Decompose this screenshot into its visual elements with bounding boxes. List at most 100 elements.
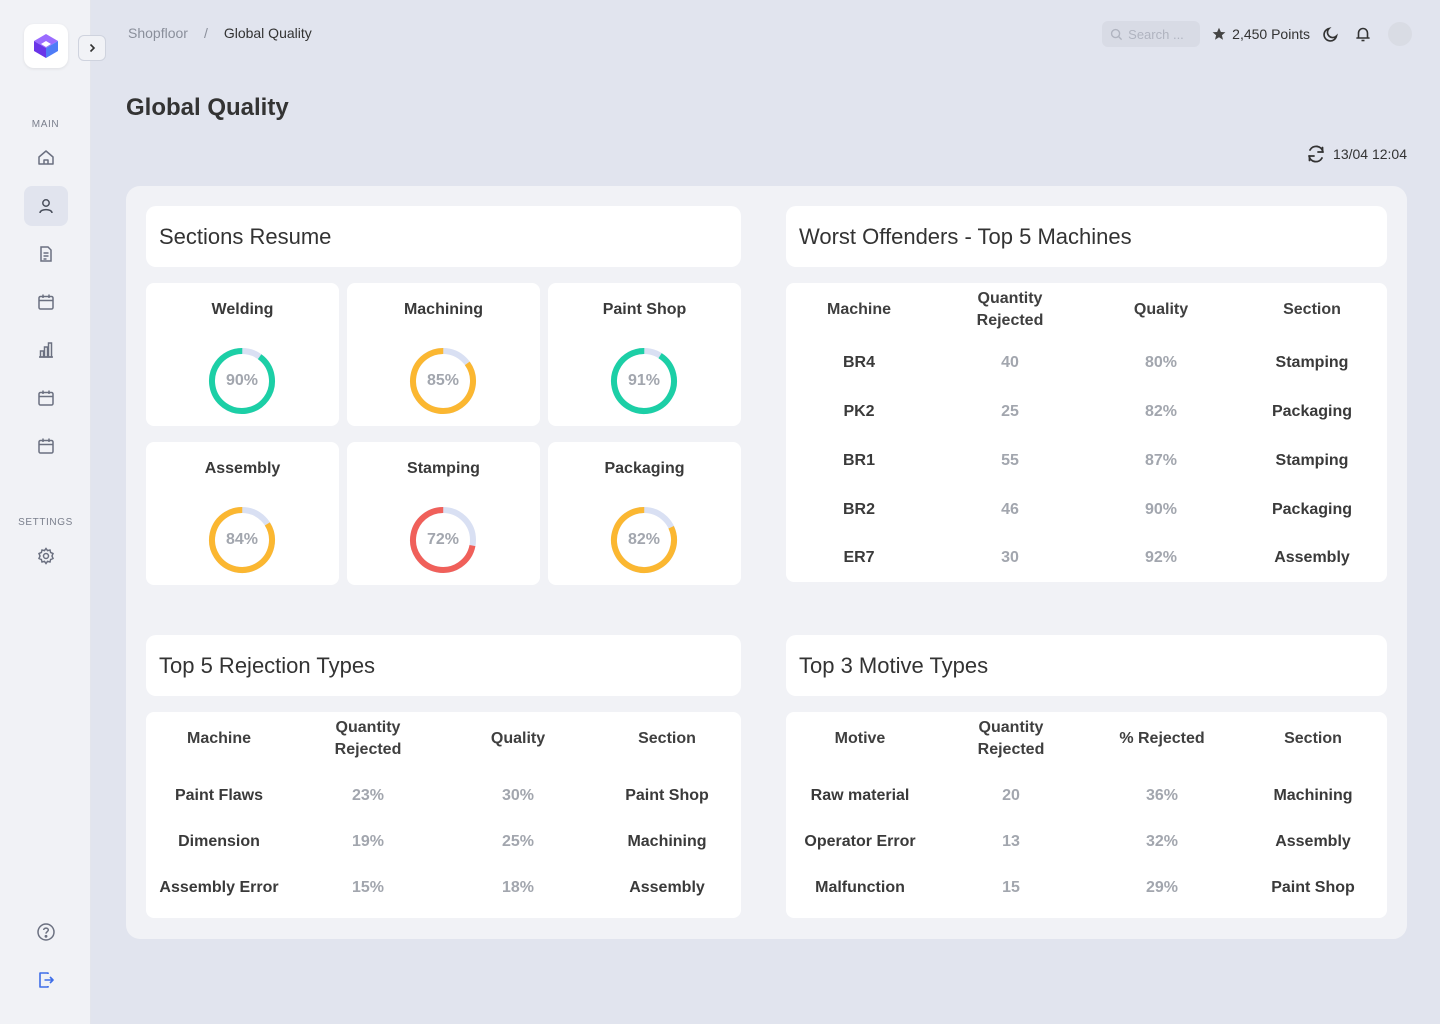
table-cell: 23% <box>351 787 385 804</box>
user-icon <box>39 199 53 214</box>
settings-section-label: SETTINGS <box>18 517 73 528</box>
dark-mode-toggle[interactable] <box>1320 23 1342 45</box>
table-cell: BR2 <box>842 501 875 518</box>
nav-calendar-1[interactable] <box>24 282 68 322</box>
breadcrumb: Shopfloor / Global Quality <box>128 25 312 41</box>
app-logo[interactable] <box>24 24 68 68</box>
table-cell: 29% <box>1145 879 1179 896</box>
column-header[interactable]: Machine <box>826 301 891 318</box>
table-cell: Paint Shop <box>1271 879 1355 896</box>
gauge-arc <box>410 348 476 414</box>
table-cell: 36% <box>1145 787 1179 804</box>
section-card[interactable]: Assembly 84% <box>146 442 339 585</box>
notifications-button[interactable] <box>1352 23 1374 45</box>
home-icon <box>38 150 54 165</box>
section-card[interactable]: Packaging 82% <box>548 442 741 585</box>
table-cell: Assembly <box>1275 833 1351 850</box>
last-update-time: 13/04 12:04 <box>1333 146 1407 162</box>
section-gauge: 82% <box>608 504 680 576</box>
column-header[interactable]: Quantity Rejected <box>976 290 1044 329</box>
section-quality-value: 85% <box>426 372 460 389</box>
column-header[interactable]: Quantity Rejected <box>977 719 1045 758</box>
table-cell: 18% <box>501 879 535 896</box>
column-header[interactable]: Quantity Rejected <box>334 719 402 758</box>
nav-documents[interactable] <box>24 234 68 274</box>
chevron-right-icon <box>89 43 96 53</box>
logo-icon <box>34 34 58 58</box>
rejection-types-header: Top 5 Rejection Types <box>146 635 741 696</box>
section-card[interactable]: Machining 85% <box>347 283 540 426</box>
motive-types-header: Top 3 Motive Types <box>786 635 1387 696</box>
column-header[interactable]: Section <box>1283 301 1341 318</box>
sections-resume-title: Sections Resume <box>159 223 332 249</box>
table-cell: Malfunction <box>815 879 905 896</box>
column-header[interactable]: Motive <box>834 730 886 747</box>
column-header[interactable]: % Rejected <box>1119 730 1205 747</box>
table-cell: 32% <box>1145 833 1179 850</box>
gauge-arc <box>611 348 677 414</box>
gauge-arc <box>410 507 476 573</box>
table-cell: 92% <box>1144 549 1178 566</box>
table-cell: Stamping <box>1275 354 1349 371</box>
section-name: Welding <box>211 301 274 318</box>
calendar-icon <box>38 294 54 310</box>
table-cell: 20 <box>1002 787 1020 804</box>
section-card[interactable]: Welding 90% <box>146 283 339 426</box>
table-cell: 90% <box>1144 501 1178 518</box>
table-cell: 80% <box>1144 354 1178 371</box>
logout-icon <box>39 972 54 988</box>
calendar-icon <box>38 390 54 406</box>
column-header[interactable]: Quality <box>1133 301 1189 318</box>
section-gauge: 90% <box>206 345 278 417</box>
breadcrumb-root[interactable]: Shopfloor <box>128 25 188 41</box>
table-cell: Raw material <box>810 787 910 804</box>
nav-calendar-2[interactable] <box>24 378 68 418</box>
section-quality-value: 72% <box>426 531 460 548</box>
bar-chart-icon <box>39 342 53 358</box>
section-name: Assembly <box>204 460 281 477</box>
gauge-arc <box>611 507 677 573</box>
table-cell: ER7 <box>843 549 875 566</box>
sidebar: MAIN SETTINGS <box>0 0 91 1024</box>
nav-logout[interactable] <box>24 960 68 1000</box>
table-cell: 25 <box>1001 403 1019 420</box>
table-cell: Assembly Error <box>159 879 279 896</box>
section-gauge: 84% <box>206 504 278 576</box>
search-icon <box>1111 28 1123 40</box>
nav-user[interactable] <box>24 186 68 226</box>
section-name: Packaging <box>604 460 685 477</box>
column-header[interactable]: Section <box>1284 730 1342 747</box>
column-header[interactable]: Section <box>638 730 696 747</box>
table-cell: PK2 <box>843 403 875 420</box>
column-header[interactable]: Machine <box>186 730 251 747</box>
points-label: 2,450 Points <box>1232 26 1310 42</box>
table-cell: Assembly <box>629 879 705 896</box>
refresh-status: 13/04 12:04 <box>1305 144 1407 164</box>
section-gauge: 85% <box>407 345 479 417</box>
section-card[interactable]: Paint Shop 91% <box>548 283 741 426</box>
worst-offenders-header: Worst Offenders - Top 5 Machines <box>786 206 1387 267</box>
nav-help[interactable] <box>24 912 68 952</box>
refresh-icon[interactable] <box>1305 144 1327 164</box>
table-cell: 30% <box>501 787 535 804</box>
search-box[interactable] <box>1102 21 1201 47</box>
table-cell: 40 <box>1001 354 1019 371</box>
sidebar-toggle-button[interactable] <box>78 35 106 61</box>
avatar[interactable] <box>1388 22 1412 46</box>
section-card[interactable]: Stamping 72% <box>347 442 540 585</box>
nav-home[interactable] <box>24 138 68 178</box>
calendar-icon <box>38 438 54 454</box>
rejection-types-title: Top 5 Rejection Types <box>159 652 376 678</box>
points-display[interactable]: 2,450 Points <box>1212 26 1310 42</box>
table-cell: Paint Shop <box>625 787 709 804</box>
nav-calendar-3[interactable] <box>24 426 68 466</box>
nav-reports[interactable] <box>24 330 68 370</box>
column-header[interactable]: Quality <box>490 730 546 747</box>
search-input[interactable] <box>1128 26 1199 42</box>
worst-offenders-title: Worst Offenders - Top 5 Machines <box>799 223 1132 249</box>
table-cell: 46 <box>1001 501 1019 518</box>
table-cell: BR4 <box>842 354 875 371</box>
section-quality-value: 91% <box>627 372 661 389</box>
nav-settings[interactable] <box>24 536 68 576</box>
table-cell: Assembly <box>1274 549 1350 566</box>
